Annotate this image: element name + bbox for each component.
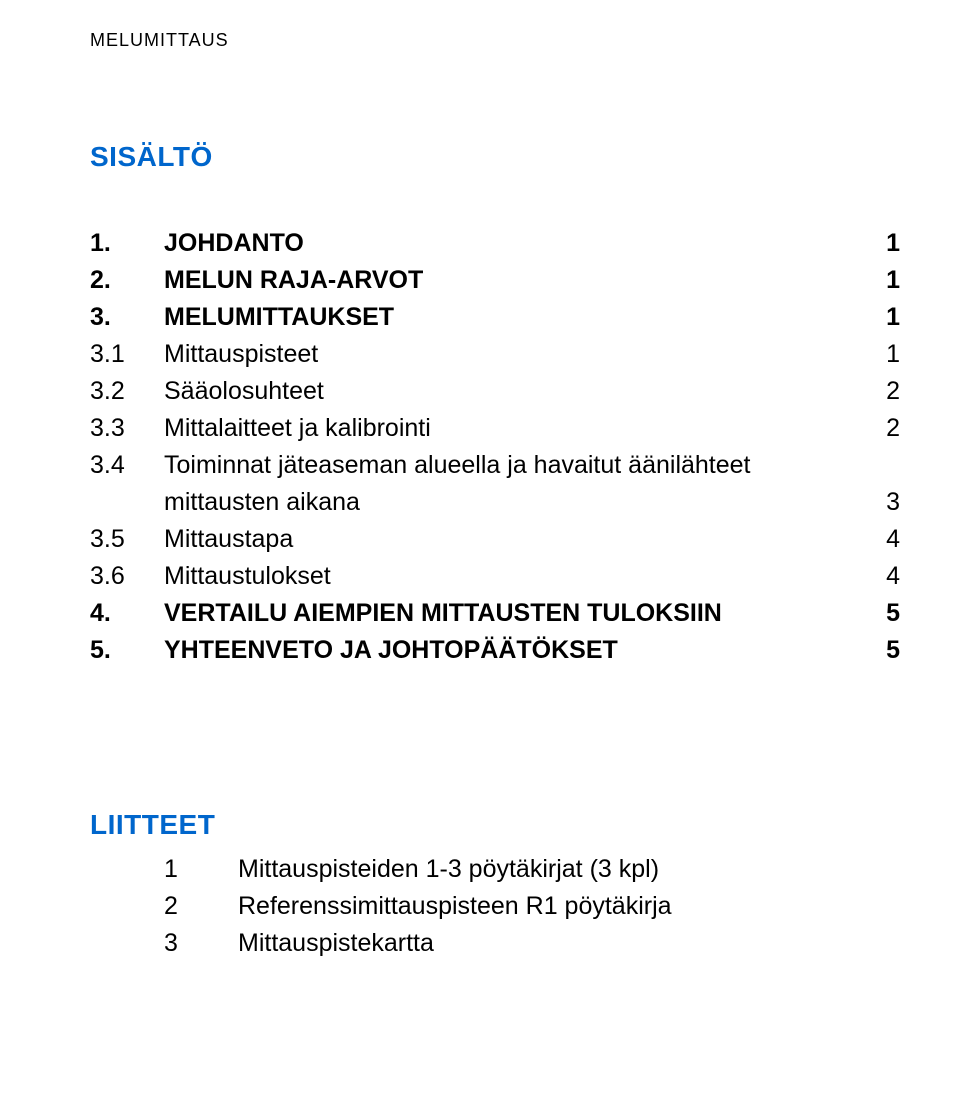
toc-entry-label: JOHDANTO (164, 225, 870, 262)
appendix-entry-label: Mittauspistekartta (238, 925, 900, 962)
toc-entry-number: 3.3 (90, 410, 164, 447)
appendix-entry-number: 3 (164, 925, 238, 962)
appendix-entry-number: 1 (164, 851, 238, 888)
toc-entry-page: 4 (870, 521, 900, 558)
appendix-entry: 2 Referenssimittauspisteen R1 pöytäkirja (164, 888, 900, 925)
toc-entry-label: Mittaustapa (164, 521, 870, 558)
toc-entry-number: 5. (90, 632, 164, 669)
toc-entry-label-line2: mittausten aikana (164, 484, 870, 521)
appendices-list: 1 Mittauspisteiden 1-3 pöytäkirjat (3 kp… (90, 851, 900, 962)
appendix-entry: 3 Mittauspistekartta (164, 925, 900, 962)
toc-entry-page: 5 (870, 595, 900, 632)
appendix-entry-number: 2 (164, 888, 238, 925)
table-of-contents: 1. JOHDANTO 1 2. MELUN RAJA-ARVOT 1 3. M… (90, 225, 900, 669)
toc-entry-number: 1. (90, 225, 164, 262)
appendix-entry: 1 Mittauspisteiden 1-3 pöytäkirjat (3 kp… (164, 851, 900, 888)
header-title: MELUMITTAUS (90, 30, 229, 50)
toc-entry: 3.3 Mittalaitteet ja kalibrointi 2 (90, 410, 900, 447)
toc-entry-continuation: mittausten aikana 3 (90, 484, 900, 521)
toc-entry: 3.5 Mittaustapa 4 (90, 521, 900, 558)
toc-entry-label: Mittauspisteet (164, 336, 870, 373)
toc-entry-label: Toiminnat jäteaseman alueella ja havaitu… (164, 447, 870, 484)
toc-entry-number: 3.1 (90, 336, 164, 373)
toc-entry-label: YHTEENVETO JA JOHTOPÄÄTÖKSET (164, 632, 870, 669)
toc-entry-page: 2 (870, 373, 900, 410)
toc-entry-number: 3. (90, 299, 164, 336)
toc-entry: 4. VERTAILU AIEMPIEN MITTAUSTEN TULOKSII… (90, 595, 900, 632)
toc-entry-label: Sääolosuhteet (164, 373, 870, 410)
toc-entry-label: MELUMITTAUKSET (164, 299, 870, 336)
toc-entry-page: 1 (870, 225, 900, 262)
toc-entry-number: 3.4 (90, 447, 164, 484)
toc-entry-label: Mittalaitteet ja kalibrointi (164, 410, 870, 447)
toc-entry-page: 1 (870, 336, 900, 373)
appendix-entry-label: Referenssimittauspisteen R1 pöytäkirja (238, 888, 900, 925)
toc-entry-number: 4. (90, 595, 164, 632)
toc-entry-number: 3.6 (90, 558, 164, 595)
toc-entry-number: 3.2 (90, 373, 164, 410)
toc-entry-number: 3.5 (90, 521, 164, 558)
toc-entry-label: VERTAILU AIEMPIEN MITTAUSTEN TULOKSIIN (164, 595, 870, 632)
toc-entry-page: 1 (870, 262, 900, 299)
toc-entry-page: 4 (870, 558, 900, 595)
toc-entry-number: 2. (90, 262, 164, 299)
toc-entry-page: 2 (870, 410, 900, 447)
document-header: MELUMITTAUS (90, 30, 900, 51)
document-page: MELUMITTAUS SISÄLTÖ 1. JOHDANTO 1 2. MEL… (0, 0, 960, 1101)
toc-entry: 3.6 Mittaustulokset 4 (90, 558, 900, 595)
toc-entry: 3.1 Mittauspisteet 1 (90, 336, 900, 373)
toc-entry-label: Mittaustulokset (164, 558, 870, 595)
toc-entry-page: 1 (870, 299, 900, 336)
toc-entry-page: 3 (870, 484, 900, 521)
toc-entry: 1. JOHDANTO 1 (90, 225, 900, 262)
toc-entry: 3.4 Toiminnat jäteaseman alueella ja hav… (90, 447, 900, 484)
appendix-entry-label: Mittauspisteiden 1-3 pöytäkirjat (3 kpl) (238, 851, 900, 888)
toc-entry: 5. YHTEENVETO JA JOHTOPÄÄTÖKSET 5 (90, 632, 900, 669)
toc-entry: 3. MELUMITTAUKSET 1 (90, 299, 900, 336)
appendices-heading: LIITTEET (90, 809, 900, 841)
toc-entry: 2. MELUN RAJA-ARVOT 1 (90, 262, 900, 299)
toc-entry: 3.2 Sääolosuhteet 2 (90, 373, 900, 410)
toc-entry-label: MELUN RAJA-ARVOT (164, 262, 870, 299)
toc-heading: SISÄLTÖ (90, 141, 900, 173)
toc-entry-page: 5 (870, 632, 900, 669)
